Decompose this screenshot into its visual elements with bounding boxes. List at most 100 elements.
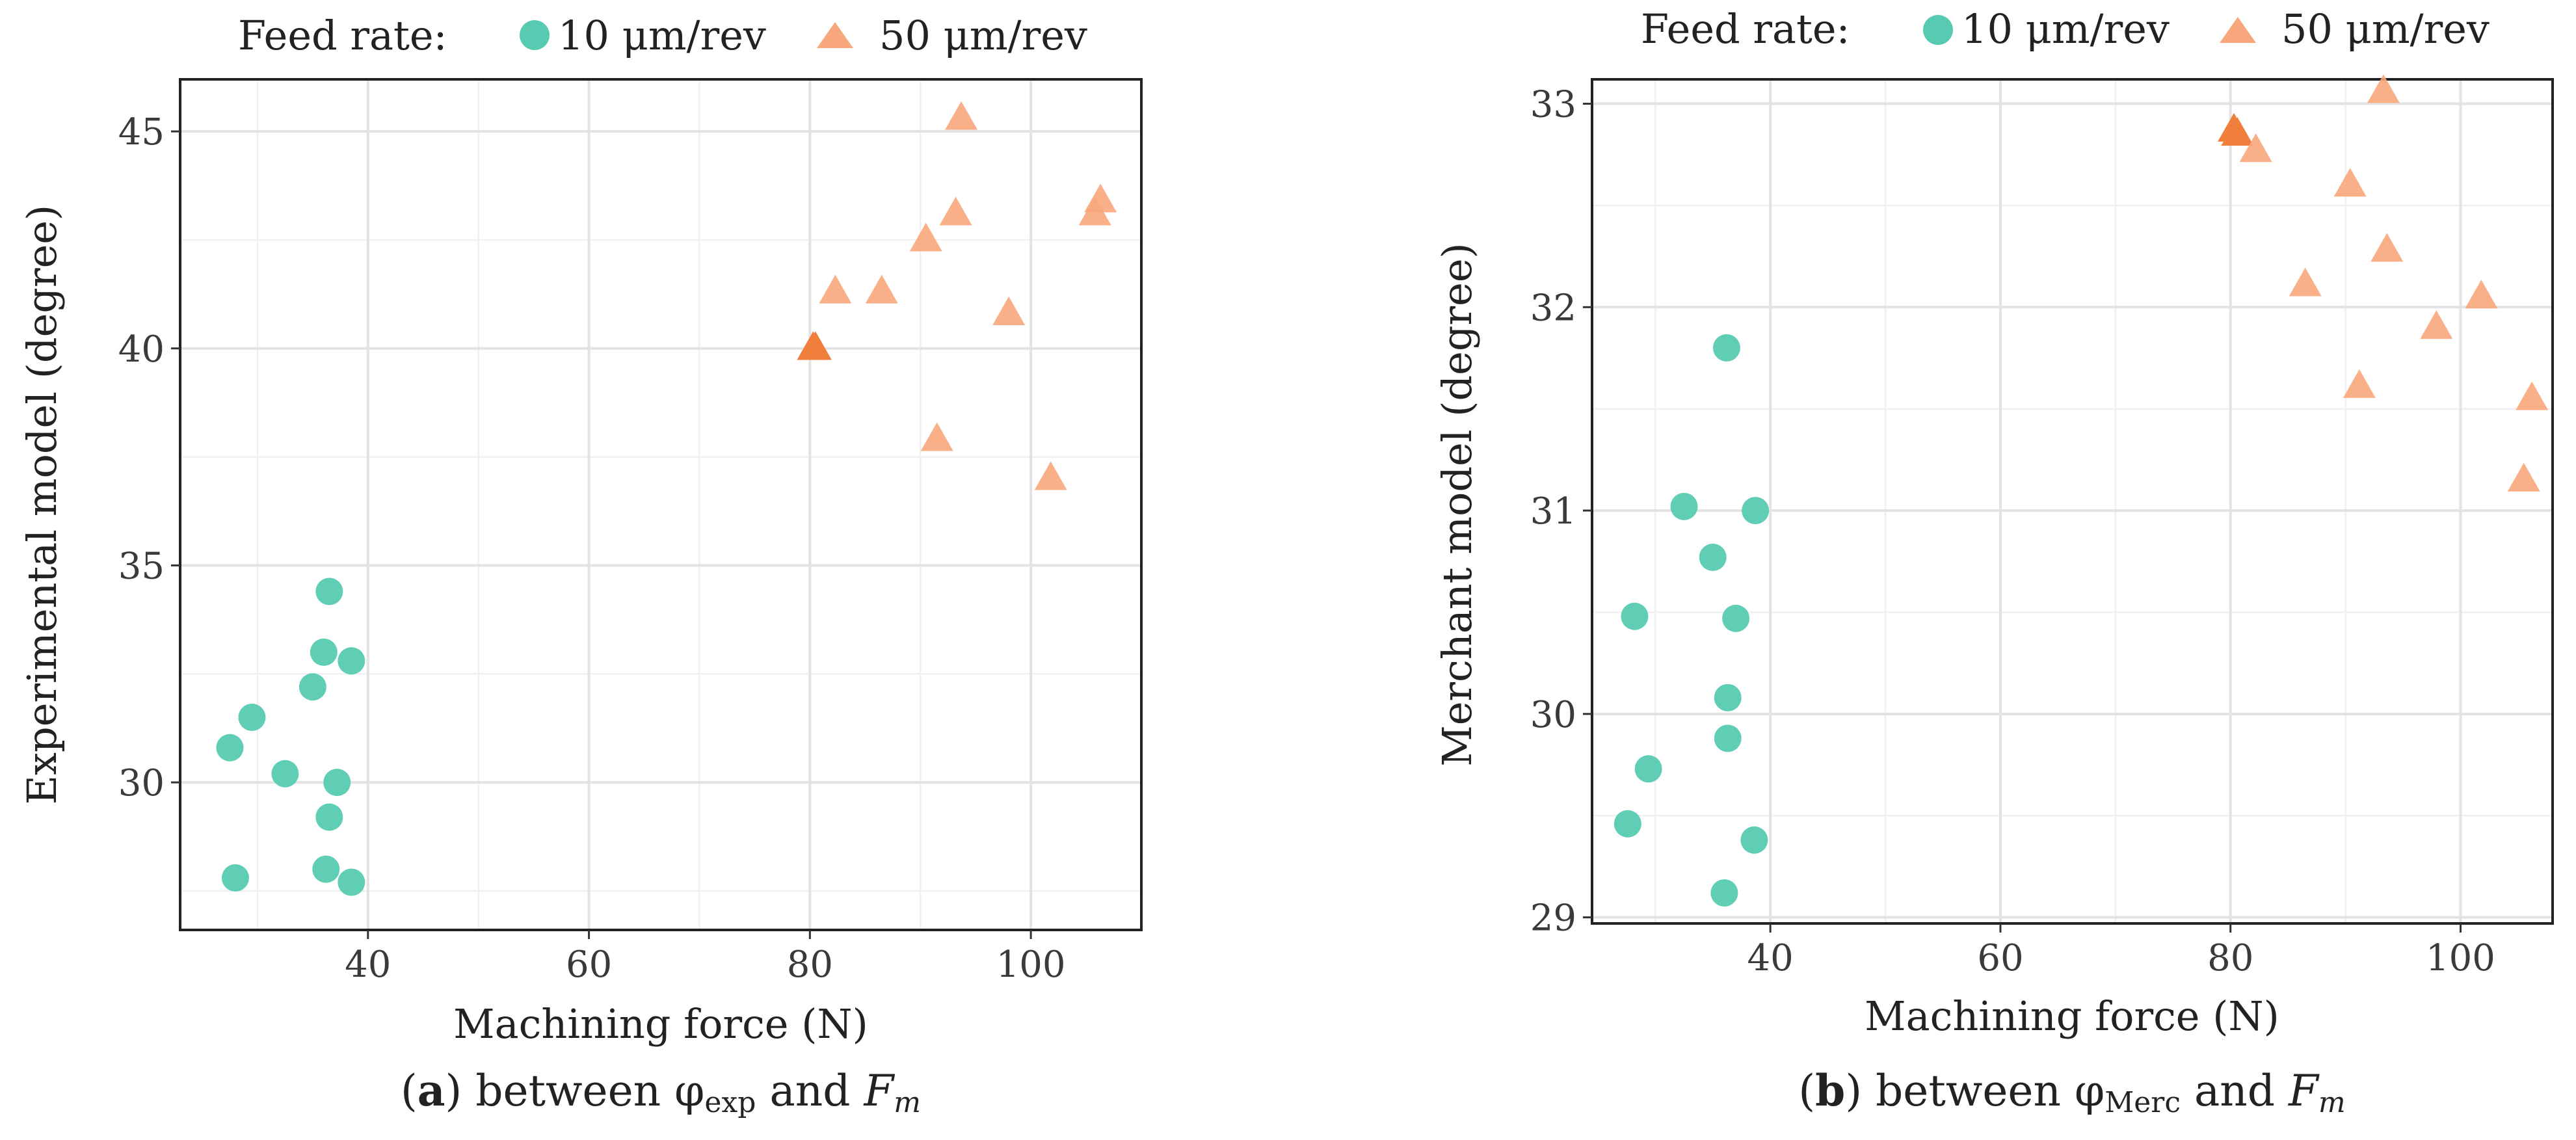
y-tick-label: 32 [1530, 287, 1576, 329]
legend-title: Feed rate: [1641, 5, 1850, 53]
legend-circle-marker [520, 20, 550, 50]
data-point-50um [2507, 462, 2540, 492]
data-point-50um [909, 222, 942, 252]
data-point-10um [1722, 604, 1750, 632]
legend-triangle-marker [817, 22, 853, 48]
caption-variable-subscript: m [2318, 1086, 2346, 1119]
caption-variable: F [2288, 1066, 2320, 1116]
caption-text: between φ [462, 1066, 704, 1116]
data-point-10um [1742, 497, 1770, 525]
y-tick-label: 33 [1530, 84, 1576, 126]
caption-open: ( [1798, 1066, 1815, 1116]
x-tick-label: 60 [566, 944, 612, 986]
data-point-50um [2367, 74, 2400, 103]
data-point-10um [238, 704, 266, 731]
data-point-50um [865, 274, 898, 304]
data-point-50um [2516, 381, 2549, 410]
y-tick-label: 30 [118, 762, 165, 804]
data-point-10um [1634, 755, 1662, 783]
legend-title: Feed rate: [238, 12, 447, 59]
y-tick-label: 30 [1530, 694, 1576, 736]
data-point-10um [1712, 334, 1740, 362]
data-point-10um [310, 638, 338, 666]
y-tick-label: 40 [118, 328, 165, 371]
data-point-50um [2289, 267, 2322, 297]
caption-variable: F [863, 1066, 895, 1116]
caption-a: (a) between φexp and Fm [401, 1065, 921, 1119]
caption-b: (b) between φMerc and Fm [1798, 1065, 2345, 1119]
data-point-50um [2343, 369, 2376, 398]
axis-ticks-a: 40 60 80 100 30 35 40 45 [118, 111, 1066, 986]
plot-border-a [179, 78, 1143, 931]
data-point-50um [939, 196, 972, 226]
x-tick-label: 80 [2207, 937, 2253, 979]
data-point-50um [2239, 133, 2272, 163]
data-points-a [216, 101, 1117, 896]
y-axis-label-b: Merchant model (degree) [1433, 243, 1481, 767]
x-tick-label: 100 [996, 944, 1066, 986]
x-axis-label-a: Machining force (N) [453, 1000, 868, 1048]
data-point-50um [799, 331, 832, 360]
data-point-50um [1084, 183, 1117, 213]
legend-label-50: 50 μm/rev [879, 12, 1087, 59]
data-point-10um [1699, 544, 1727, 572]
data-point-10um [271, 760, 299, 788]
data-point-10um [338, 647, 365, 675]
legend-label-10: 10 μm/rev [1961, 5, 2170, 53]
legend-label-50: 50 μm/rev [2281, 5, 2490, 53]
data-point-50um [920, 422, 953, 451]
data-point-50um [2420, 310, 2453, 339]
data-point-50um [945, 101, 978, 130]
data-point-50um [2221, 117, 2254, 146]
legend-triangle-marker [2220, 17, 2256, 43]
data-point-10um [1670, 492, 1698, 520]
data-point-50um [992, 296, 1026, 325]
data-point-50um [2465, 280, 2498, 309]
data-point-10um [315, 803, 343, 831]
x-tick-label: 100 [2426, 937, 2495, 979]
data-point-10um [312, 855, 340, 883]
data-points-b [1613, 74, 2549, 907]
caption-and: and [2181, 1066, 2289, 1116]
x-tick-label: 40 [345, 944, 391, 986]
data-point-50um [819, 274, 852, 304]
y-tick-label: 31 [1530, 490, 1576, 533]
data-point-10um [1710, 879, 1738, 907]
caption-letter: b [1815, 1065, 1845, 1116]
caption-subscript: Merc [2105, 1086, 2181, 1119]
data-point-10um [323, 769, 351, 797]
caption-close: ) [1845, 1066, 1862, 1116]
plot-grid-a [180, 79, 1143, 930]
data-point-10um [1740, 826, 1768, 854]
y-tick-label: 45 [118, 111, 165, 153]
y-tick-label: 35 [118, 545, 165, 587]
panel-a: 40 60 80 100 30 35 40 45 Machining force (N) Ex… [18, 78, 1143, 1119]
axis-ticks-b: 40 60 80 100 29 30 31 32 33 [1530, 84, 2495, 979]
x-axis-label-b: Machining force (N) [1865, 992, 2279, 1040]
data-point-10um [1621, 602, 1649, 630]
data-point-10um [315, 577, 343, 605]
caption-close: ) [445, 1066, 462, 1116]
caption-open: ( [401, 1066, 418, 1116]
legend-b: Feed rate: 10 μm/rev 50 μm/rev [1641, 5, 2490, 53]
caption-subscript: exp [704, 1086, 756, 1119]
x-tick-label: 80 [787, 944, 833, 986]
data-point-10um [216, 734, 244, 762]
caption-and: and [756, 1066, 864, 1116]
legend-circle-marker [1923, 15, 1953, 45]
data-point-10um [338, 868, 365, 896]
data-point-10um [1714, 683, 1742, 711]
y-tick-label: 29 [1530, 897, 1576, 940]
plot-grid-b [1592, 79, 2553, 923]
data-point-50um [1034, 461, 1067, 490]
data-point-10um [221, 864, 249, 892]
legend-label-10: 10 μm/rev [558, 12, 766, 59]
data-point-50um [2333, 168, 2367, 197]
data-point-10um [1714, 724, 1742, 752]
caption-variable-subscript: m [894, 1086, 921, 1119]
y-axis-label-a: Experimental model (degree) [18, 205, 66, 804]
data-point-10um [1613, 810, 1641, 838]
plot-border-b [1591, 78, 2554, 925]
legend-a: Feed rate: 10 μm/rev 50 μm/rev [238, 12, 1087, 59]
